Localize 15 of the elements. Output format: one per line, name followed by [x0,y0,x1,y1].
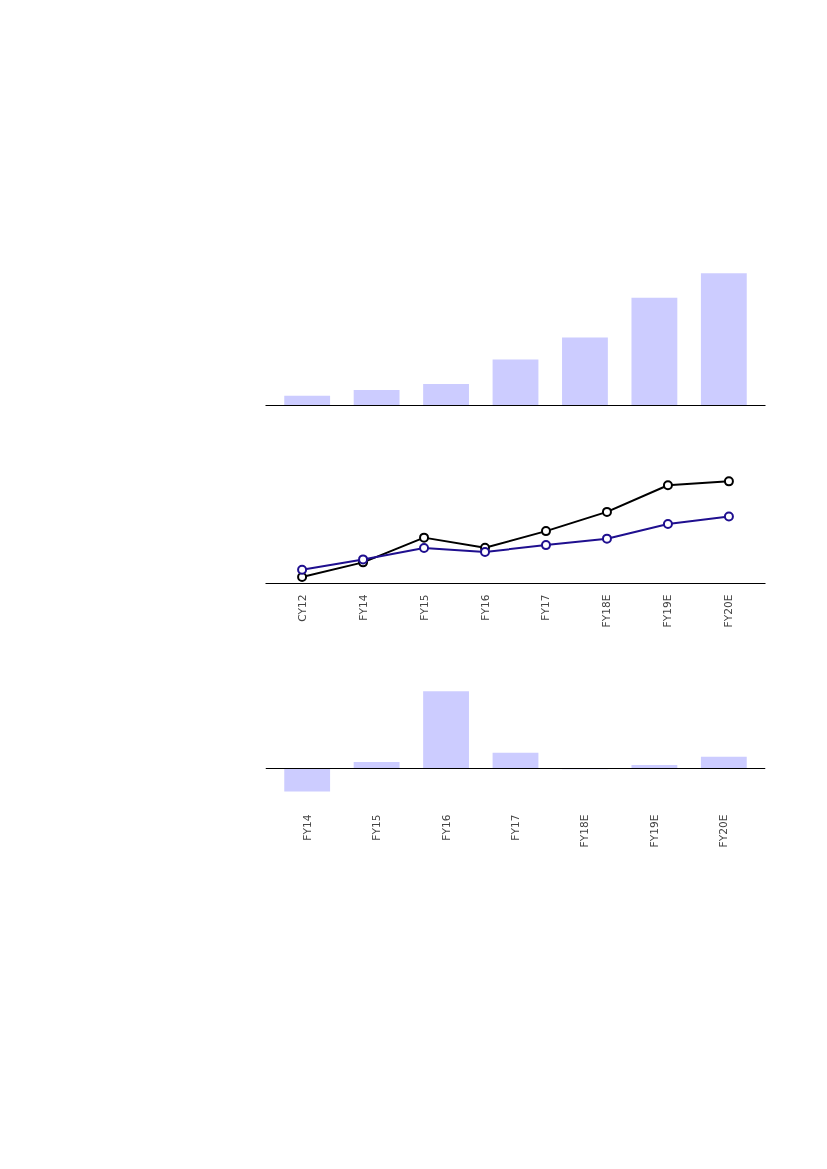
x-tick-label: FY20E [717,814,731,848]
x-tick-label: FY14 [300,814,314,841]
x-tick-label: FY18E [578,814,592,848]
x-tick-label: FY17 [509,814,522,841]
x-tick-label: FY20E [722,594,736,628]
x-tick-label: FY17 [539,594,553,621]
x-tick-label: FY19E [647,814,661,848]
x-tick-label: CY12 [295,594,309,622]
x-tick-label: FY14 [356,594,370,621]
x-tick-label: FY19E [661,594,675,628]
x-tick-label: FY16 [439,814,453,841]
x-tick-label: FY15 [370,814,384,841]
x-tick-label: FY16 [478,594,492,621]
x-tick-label: FY18E [600,594,614,628]
x-tick-label: FY15 [417,594,431,621]
